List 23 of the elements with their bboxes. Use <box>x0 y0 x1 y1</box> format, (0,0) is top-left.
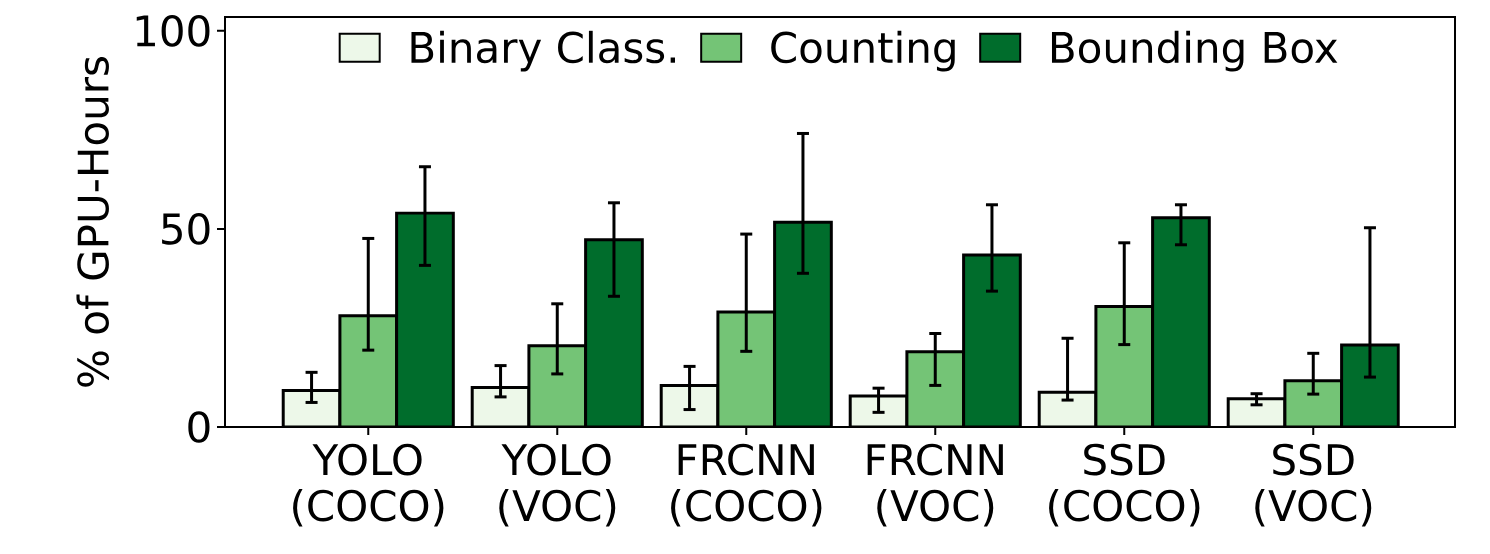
legend-label: Counting <box>771 30 955 72</box>
bar <box>396 213 454 427</box>
x-tick-label: SSD (VOC) <box>1255 443 1372 527</box>
x-tick-label: YOLO (COCO) <box>293 443 444 527</box>
bar <box>774 222 832 427</box>
bar <box>339 315 397 427</box>
bar <box>963 255 1021 427</box>
legend-label: Binary Class. <box>411 30 675 72</box>
y-tick-label: 0 <box>188 411 210 443</box>
x-tick-label: SSD (COCO) <box>1049 443 1200 527</box>
bar <box>906 351 964 427</box>
bar <box>585 239 643 427</box>
x-tick-label: FRCNN (COCO) <box>671 443 822 527</box>
x-tick-label: FRCNN (VOC) <box>867 443 1003 527</box>
y-tick-label: 100 <box>136 14 210 47</box>
x-tick-label: YOLO (VOC) <box>499 443 616 527</box>
bar <box>717 312 775 427</box>
y-axis-title: % of GPU-Hours <box>76 57 109 387</box>
bar <box>528 345 586 427</box>
legend-label: Bounding Box <box>1051 30 1338 72</box>
y-tick-label: 50 <box>162 213 210 245</box>
bar <box>1095 306 1153 427</box>
bar <box>1152 217 1210 427</box>
